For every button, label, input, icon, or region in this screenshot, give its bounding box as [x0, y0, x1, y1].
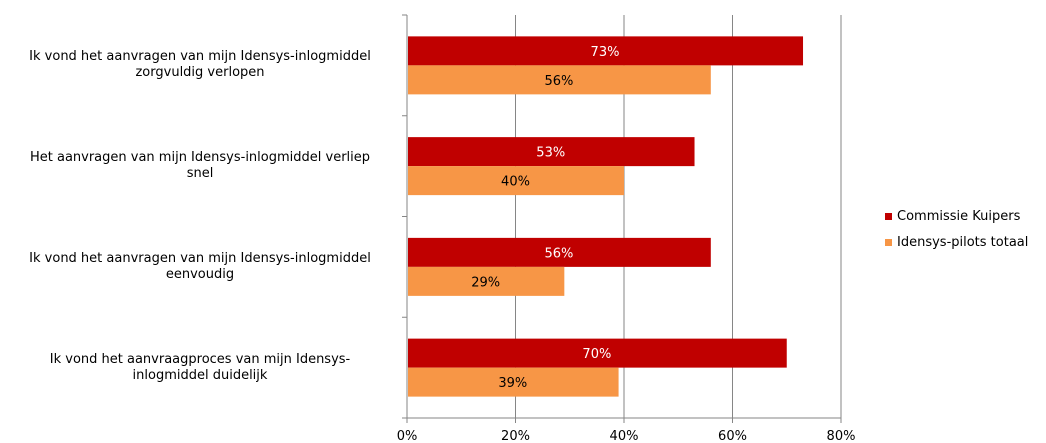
legend-swatch-series-2	[885, 238, 892, 246]
legend: Commissie Kuipers Idensys-pilots totaal	[885, 203, 1028, 255]
legend-item-series-1: Commissie Kuipers	[885, 203, 1028, 229]
bar-series-2	[408, 367, 619, 397]
category-label-line: Het aanvragen van mijn Idensys-inlogmidd…	[29, 150, 371, 166]
bar-series-1	[408, 338, 787, 368]
data-label: 29%	[471, 275, 500, 290]
category-label-line: Ik vond het aanvraagproces van mijn Iden…	[49, 351, 351, 367]
bar-series-2	[408, 166, 624, 196]
category-label: Ik vond het aanvraagproces van mijn Iden…	[0, 352, 400, 384]
x-tick-label: 20%	[501, 429, 530, 443]
category-label-line: snel	[186, 166, 214, 182]
category-label: Ik vond het aanvragen van mijn Idensys-i…	[0, 251, 400, 283]
bar-series-1	[408, 137, 695, 167]
x-tick-label: 40%	[610, 429, 639, 443]
bar-series-1	[408, 237, 711, 267]
category-label-line: Ik vond het aanvragen van mijn Idensys-i…	[29, 250, 371, 266]
category-label: Ik vond het aanvragen van mijn Idensys-i…	[0, 49, 400, 81]
bar-series-2	[408, 266, 565, 296]
x-tick-label: 80%	[827, 429, 856, 443]
data-label: 39%	[498, 376, 527, 391]
data-label: 40%	[501, 175, 530, 190]
legend-item-series-2: Idensys-pilots totaal	[885, 229, 1028, 255]
x-tick-label: 0%	[397, 429, 418, 443]
category-label-line: inlogmiddel duidelijk	[132, 367, 268, 383]
data-label: 56%	[544, 246, 573, 261]
category-label-line: Ik vond het aanvragen van mijn Idensys-i…	[29, 49, 371, 65]
category-label-line: zorgvuldig verlopen	[135, 65, 265, 81]
x-tick-label: 60%	[718, 429, 747, 443]
data-label: 70%	[582, 347, 611, 362]
data-label: 73%	[591, 45, 620, 60]
legend-label-series-1: Commissie Kuipers	[897, 208, 1021, 224]
category-label-line: eenvoudig	[165, 266, 235, 282]
category-label: Het aanvragen van mijn Idensys-inlogmidd…	[0, 150, 400, 182]
bar-series-1	[408, 36, 804, 66]
data-label: 53%	[536, 146, 565, 161]
legend-swatch-series-1	[885, 212, 892, 220]
bar-series-2	[408, 65, 711, 95]
legend-label-series-2: Idensys-pilots totaal	[897, 234, 1029, 250]
data-label: 56%	[544, 74, 573, 89]
